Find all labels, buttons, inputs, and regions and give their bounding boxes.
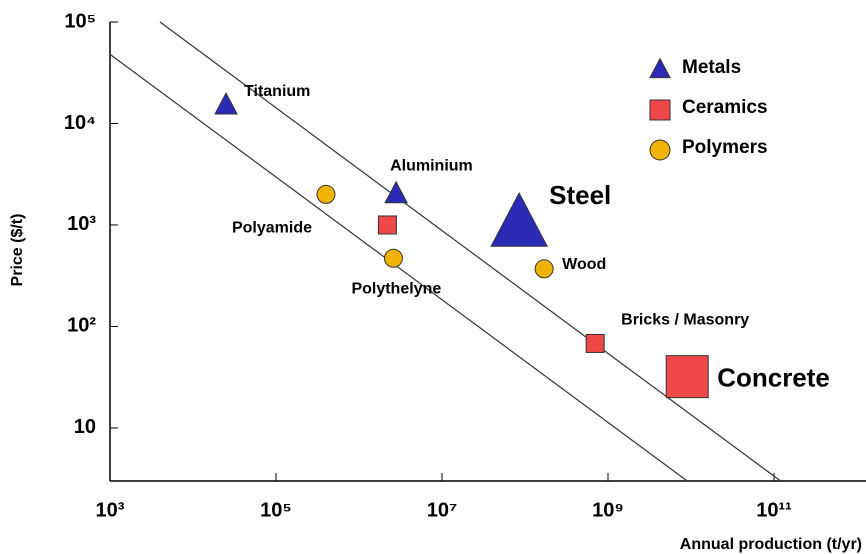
data-point: [534, 259, 554, 279]
point-label: Concrete: [717, 363, 830, 393]
point-label: Bricks / Masonry: [621, 312, 749, 329]
reference-line: [159, 21, 781, 482]
y-tick-label: 10⁵: [64, 10, 96, 32]
x-tick-label: 10³: [96, 499, 125, 521]
y-tick-label: 10⁴: [64, 112, 96, 134]
data-point: [383, 248, 403, 268]
x-tick-label: 10⁷: [427, 499, 458, 521]
legend-marker: [649, 57, 671, 79]
x-axis-label: Annual production (t/yr): [680, 536, 862, 553]
data-point: [377, 215, 397, 235]
x-tick-label: 10⁵: [260, 499, 292, 521]
y-tick-label: 10²: [67, 315, 96, 337]
data-point: [665, 355, 709, 399]
legend-label: Metals: [682, 57, 741, 78]
point-label: Steel: [549, 180, 611, 210]
data-point: [490, 191, 548, 247]
x-tick-label: 10⁹: [592, 499, 624, 521]
y-tick-label: 10³: [67, 213, 96, 235]
x-tick-label: 10¹¹: [756, 499, 792, 521]
data-point: [214, 92, 238, 115]
y-axis-label: Price ($/t): [9, 214, 26, 287]
data-point: [585, 333, 605, 353]
y-tick-label: 10: [74, 416, 96, 438]
legend-label: Ceramics: [682, 97, 768, 118]
legend-marker: [649, 139, 671, 161]
point-label: Titanium: [244, 83, 310, 100]
point-label: Aluminium: [390, 158, 473, 175]
point-label: Wood: [562, 256, 606, 273]
legend-label: Polymers: [682, 137, 768, 158]
reference-line: [109, 53, 688, 482]
legend-marker: [649, 99, 671, 121]
data-point: [316, 184, 336, 204]
point-label: Polythelyne: [351, 280, 441, 297]
point-label: Polyamide: [232, 220, 312, 237]
data-point: [384, 180, 408, 204]
